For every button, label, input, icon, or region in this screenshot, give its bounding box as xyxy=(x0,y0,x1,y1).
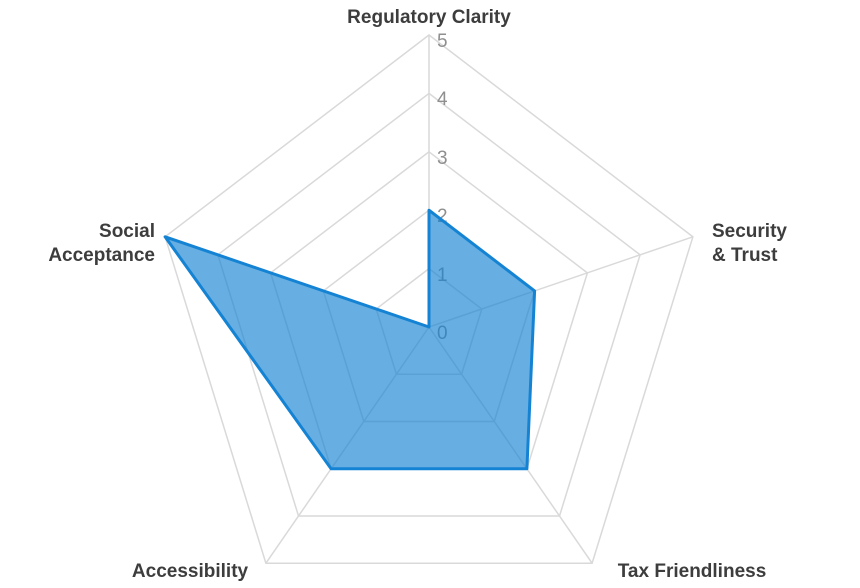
axis-label-line: Tax Friendliness xyxy=(617,561,767,582)
tick-label-2: 2 xyxy=(437,206,448,227)
grid-ring-5 xyxy=(164,34,694,564)
grid-ring-4 xyxy=(217,92,641,517)
axis-label-line: Social xyxy=(99,221,155,242)
axis-label-accessibility: Accessibility xyxy=(132,560,248,584)
axis-label-line: Accessibility xyxy=(131,561,249,582)
axis-label-regulatory-clarity: Regulatory Clarity xyxy=(347,6,511,30)
axis-label-tax-friendliness: Tax Friendliness xyxy=(618,560,767,584)
axis-label-line: Regulatory Clarity xyxy=(347,7,511,28)
axis-label-line: Security xyxy=(712,221,787,242)
axis-label-social-acceptance: Social Acceptance xyxy=(48,220,155,268)
axis-label-line: & Trust xyxy=(712,245,778,266)
tick-label-4: 4 xyxy=(437,89,448,110)
tick-label-5: 5 xyxy=(437,31,448,52)
axis-label-security-trust: Security & Trust xyxy=(712,220,787,268)
axis-label-line: Acceptance xyxy=(48,245,155,266)
tick-label-3: 3 xyxy=(437,148,448,169)
data-series-polygon xyxy=(163,208,537,471)
